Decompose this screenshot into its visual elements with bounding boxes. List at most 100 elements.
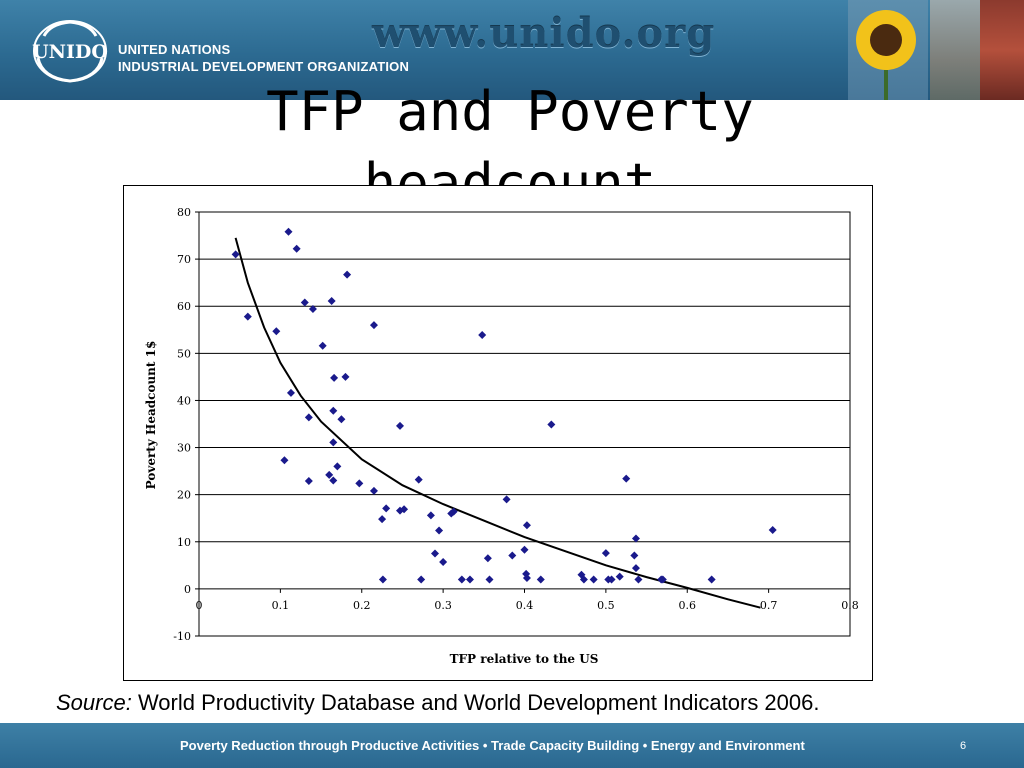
data-point [369,321,378,330]
data-point [768,526,777,534]
x-tick-label: 0.4 [516,599,534,612]
data-point [547,420,556,429]
sunflower-photo [848,0,928,100]
data-point [465,575,474,584]
x-tick-label: 0 [196,599,203,612]
data-point [631,564,640,573]
data-point [658,575,667,584]
data-point [329,406,338,415]
data-point [485,575,494,584]
data-point [417,575,426,584]
data-point [400,505,409,514]
data-point [439,558,448,567]
data-point [414,475,423,484]
y-tick-labels: -10 0 10 20 30 40 50 60 70 80 [173,206,191,643]
y-tick-label: 20 [177,489,191,502]
logo-wordmark: UNIDO [32,41,108,63]
data-point [343,270,352,279]
source-note: Source: World Productivity Database and … [56,690,819,716]
data-point [589,575,598,584]
data-point [508,551,517,560]
data-point [369,486,378,495]
data-point [622,474,631,483]
data-point [231,250,240,259]
data-point [522,521,531,530]
grid-lines [195,211,850,637]
data-point [378,575,387,584]
data-point [579,575,588,584]
slide-title: TFP and Poverty headcount [266,80,754,186]
data-point [634,575,643,584]
x-axis-label: TFP relative to the US [450,652,599,666]
data-point [325,470,334,479]
data-point [333,462,342,471]
data-point [522,574,531,583]
data-point [286,388,295,397]
data-point [318,341,327,350]
data-point [272,327,281,336]
y-tick-label: 30 [177,442,191,455]
data-point [631,534,640,543]
header-banner: UNIDO UNITED NATIONS INDUSTRIAL DEVELOPM… [0,0,1024,100]
industrial-photo [930,0,980,100]
data-point [478,330,487,339]
org-line-2: INDUSTRIAL DEVELOPMENT ORGANIZATION [118,59,410,74]
y-tick-label: 10 [177,536,191,549]
plot-area [198,211,851,637]
x-tick-label: 0.1 [272,599,290,612]
data-point [284,227,293,236]
trend-line [234,237,761,609]
un-emblem-icon: UNIDO [32,20,108,83]
x-tick-label: 0.7 [760,599,778,612]
data-point [607,575,616,584]
y-tick-label: 50 [177,347,191,360]
data-point [243,312,252,321]
axes [198,588,851,593]
worker-photo [980,0,1024,100]
data-point [355,479,364,488]
chart-frame: -10 0 10 20 30 40 50 60 70 80 0 0.1 0.2 0.3 0.4 0.5 0.6… [123,185,873,681]
data-point [435,526,444,535]
data-point [577,570,586,579]
x-tick-label: 0.6 [679,599,697,612]
data-point [502,495,511,504]
y-tick-label: 70 [177,253,191,266]
data-point [522,569,531,578]
data-point [382,504,391,513]
data-point [536,575,545,584]
y-tick-label: 40 [177,394,191,407]
y-tick-label: -10 [173,630,191,643]
x-tick-labels: 0 0.1 0.2 0.3 0.4 0.5 0.6 0.7 0.8 [196,599,859,612]
data-point [329,438,338,447]
data-point [308,305,317,314]
y-tick-label: 0 [184,583,191,596]
data-point [449,507,458,516]
data-point [630,551,639,560]
data-point [426,511,435,520]
data-point [292,244,301,253]
page-number: 6 [960,740,967,752]
data-point [601,549,610,558]
data-point [329,476,338,485]
data-point [341,372,350,381]
data-point [327,297,336,306]
data-point [483,554,492,563]
organization-name: UNITED NATIONS INDUSTRIAL DEVELOPMENT OR… [118,41,409,75]
data-point [304,477,313,486]
y-axis-label: Poverty Headcount 1$ [144,341,158,490]
data-point [395,421,404,430]
data-point [337,415,346,424]
data-point [520,545,529,554]
data-point [300,298,309,307]
source-text: World Productivity Database and World De… [131,690,820,715]
y-tick-label: 80 [177,206,191,219]
website-url[interactable]: www.unido.org [372,10,716,57]
data-point [707,575,716,584]
footer-banner: Poverty Reduction through Productive Act… [0,723,1024,768]
x-tick-label: 0.5 [597,599,615,612]
source-label: Source: [56,690,132,715]
data-point [330,373,339,382]
data-point [378,515,387,524]
data-point [304,413,313,422]
org-line-1: UNITED NATIONS [118,42,231,57]
